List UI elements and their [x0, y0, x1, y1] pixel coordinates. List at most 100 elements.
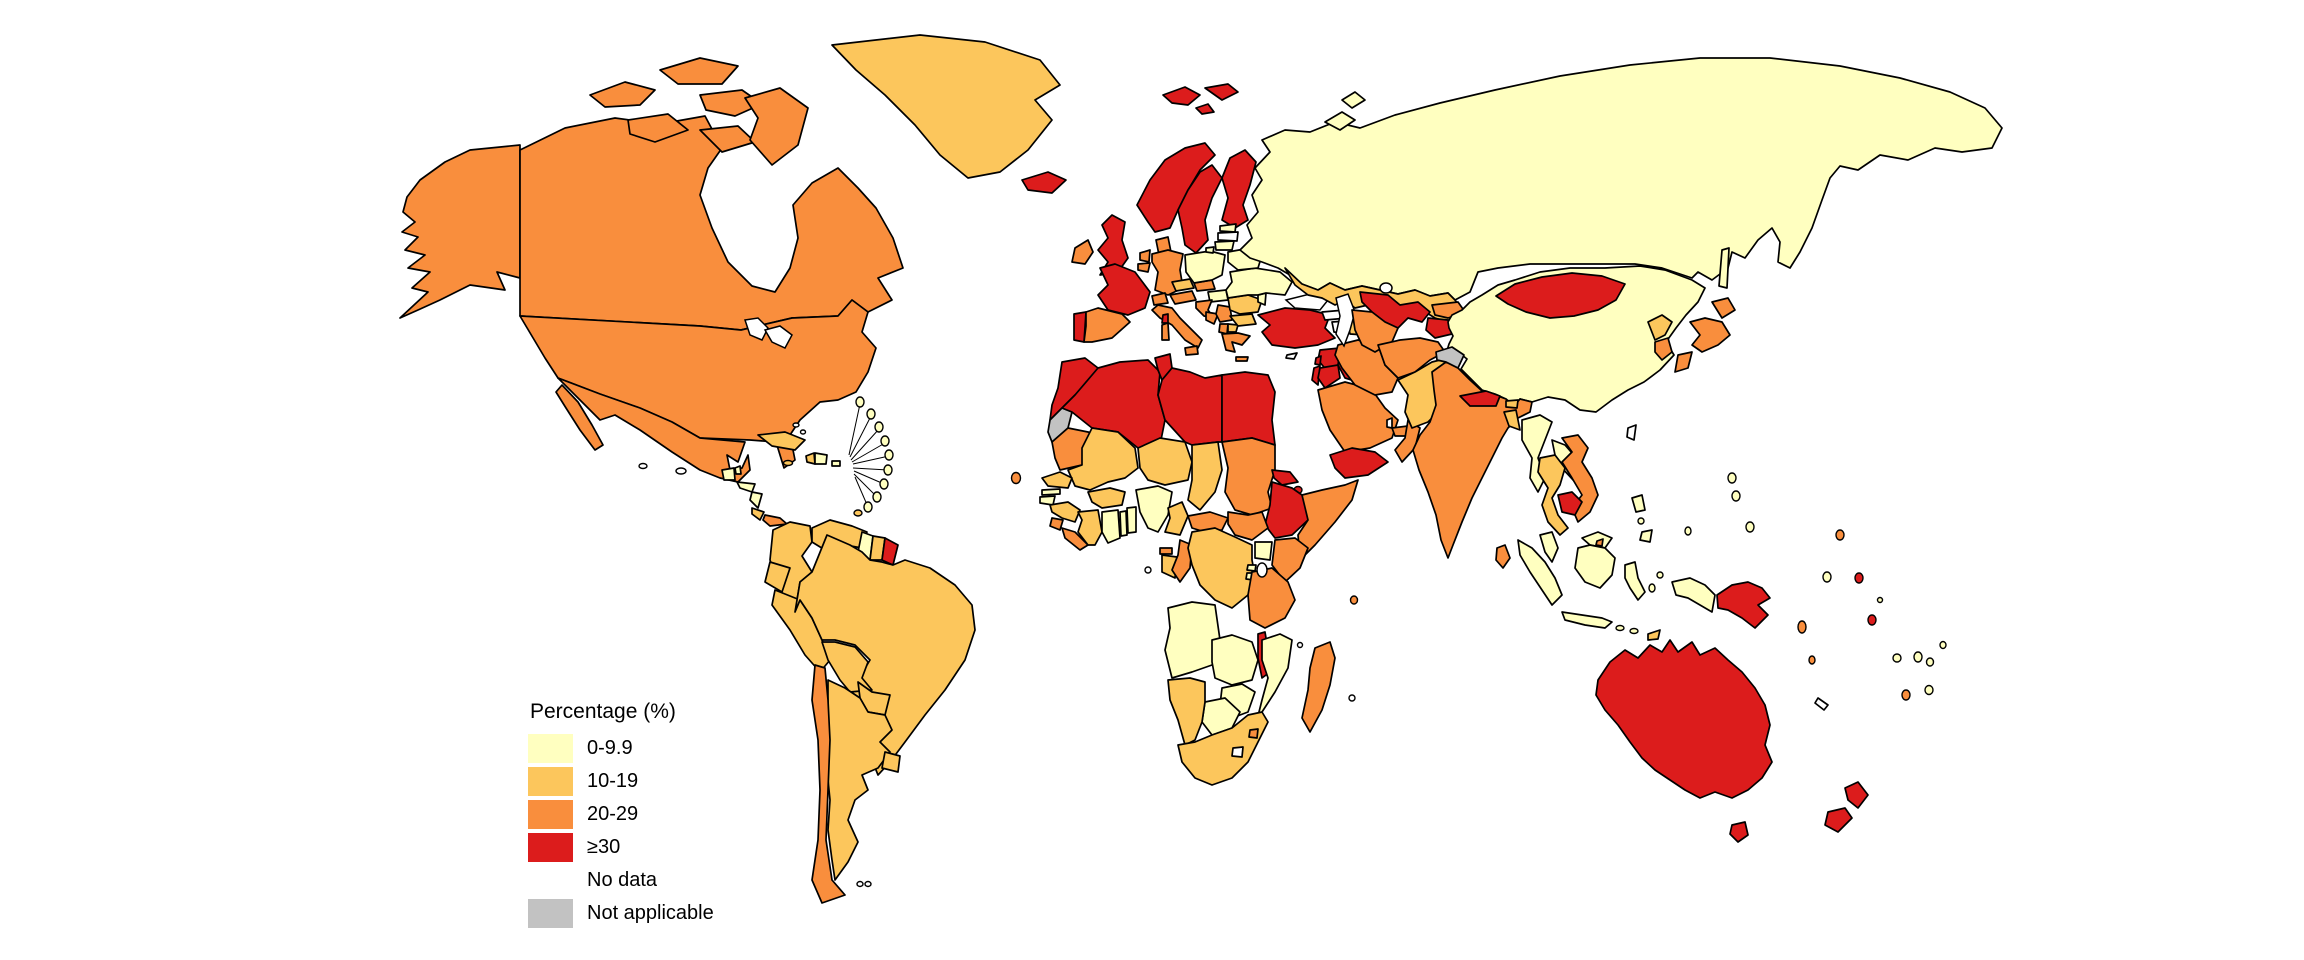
hawaii-island [675, 467, 687, 475]
country-iceland [1021, 171, 1067, 194]
country-bulgaria [1229, 313, 1257, 327]
country-algeria [1061, 359, 1166, 449]
country-sweden [1177, 164, 1223, 254]
country-france [1097, 263, 1151, 316]
indonesia-islands [1517, 539, 1716, 635]
country-namibia [1167, 677, 1206, 746]
country-madagascar [1301, 641, 1336, 733]
legend-swatch-c4 [528, 833, 573, 862]
legend-title: Percentage (%) [530, 700, 676, 723]
country-malaysia-borneo [1581, 531, 1613, 549]
legend: Percentage (%) 0-9.9 10-19 20-29 ≥30 No data… [528, 700, 828, 930]
country-south-sudan [1227, 511, 1269, 541]
legend-row-c3: 20-29 [528, 798, 828, 831]
falkland-islands [864, 880, 872, 888]
country-burkina-faso [1087, 487, 1126, 509]
country-south-africa [1177, 711, 1269, 786]
country-cambodia [1557, 491, 1583, 516]
svalbard [1204, 83, 1239, 101]
legend-label-c3: 20-29 [587, 803, 639, 825]
country-vanuatu [1808, 655, 1816, 665]
moluccas [1656, 571, 1664, 579]
country-nepal [1459, 390, 1501, 407]
country-austria [1169, 290, 1197, 305]
hokkaido [1711, 297, 1736, 319]
country-haiti [805, 452, 816, 465]
country-sudan [1221, 437, 1276, 516]
country-cyprus [1285, 352, 1298, 360]
country-dominican-republic [814, 452, 828, 465]
country-tanzania [1247, 567, 1296, 629]
country-nigeria [1135, 485, 1173, 533]
country-nauru [1854, 572, 1864, 584]
country-samoa [1892, 653, 1902, 663]
country-mali [1067, 427, 1139, 491]
great-lake [763, 325, 793, 349]
country-taiwan [1626, 424, 1637, 441]
country-rwanda [1246, 564, 1257, 572]
country-senegal [1041, 471, 1073, 489]
country-kiribati [1939, 640, 1947, 650]
moluccas [1648, 583, 1656, 593]
antilles-island [872, 491, 882, 503]
falkland-islands [856, 880, 864, 888]
corsica [1161, 313, 1169, 324]
country-estonia [1219, 223, 1237, 233]
pacific-islands [1684, 472, 1947, 701]
novaya-zemlya [1324, 111, 1356, 131]
country-south-korea [1654, 337, 1673, 361]
country-mongolia [1495, 272, 1626, 319]
country-ukraine [1225, 267, 1293, 299]
country-spain [1083, 307, 1131, 343]
country-uzbekistan [1359, 291, 1431, 329]
legend-label-c4: ≥30 [587, 836, 621, 858]
country-egypt [1221, 371, 1276, 446]
antilles-island [855, 396, 865, 408]
svalbard [1195, 103, 1215, 115]
country-comoros [1296, 641, 1304, 649]
country-benin [1126, 506, 1137, 534]
country-mauritius [1348, 694, 1356, 702]
country-yemen [1329, 447, 1389, 479]
baja-california [555, 384, 604, 451]
legend-row-c1: 0-9.9 [528, 732, 828, 765]
nz-north-island [1844, 781, 1869, 809]
country-eritrea [1271, 469, 1299, 486]
country-sao-tome [1144, 566, 1152, 574]
arctic-island [627, 113, 689, 143]
region-jammu-kashmir [1435, 346, 1465, 369]
legend-rows: 0-9.9 10-19 20-29 ≥30 No data Not applicable [528, 732, 828, 930]
antilles-island [883, 464, 893, 476]
country-bahamas [799, 429, 807, 435]
kaliningrad [1205, 246, 1215, 254]
country-north-macedonia [1227, 323, 1239, 333]
sulawesi [1624, 561, 1646, 601]
country-tuvalu [1876, 596, 1884, 604]
country-poland [1184, 250, 1226, 284]
country-malaysia-peninsular [1539, 531, 1559, 563]
sakhalin [1718, 247, 1730, 289]
country-new-caledonia [1814, 697, 1829, 711]
kalimantan [1574, 544, 1616, 589]
country-honduras [736, 481, 756, 493]
tasmania [1729, 821, 1749, 843]
country-brunei [1595, 538, 1604, 547]
country-uruguay [881, 751, 901, 773]
honshu [1689, 317, 1731, 353]
country-albania [1218, 323, 1229, 335]
country-qatar [1386, 417, 1393, 429]
philippines-islands [1631, 494, 1653, 543]
antilles-island [879, 478, 889, 490]
country-bangladesh [1503, 409, 1521, 431]
country-cape-verde [1010, 471, 1022, 485]
country-australia [1595, 639, 1773, 799]
baffin-island [744, 87, 809, 166]
country-ireland [1071, 239, 1094, 265]
country-guatemala [721, 467, 736, 481]
country-fiji [1867, 614, 1877, 626]
country-solomon-islands [1797, 620, 1807, 634]
country-kenya [1271, 537, 1309, 583]
country-greece [1221, 332, 1251, 353]
country-switzerland [1151, 292, 1169, 306]
country-canada [519, 115, 904, 331]
